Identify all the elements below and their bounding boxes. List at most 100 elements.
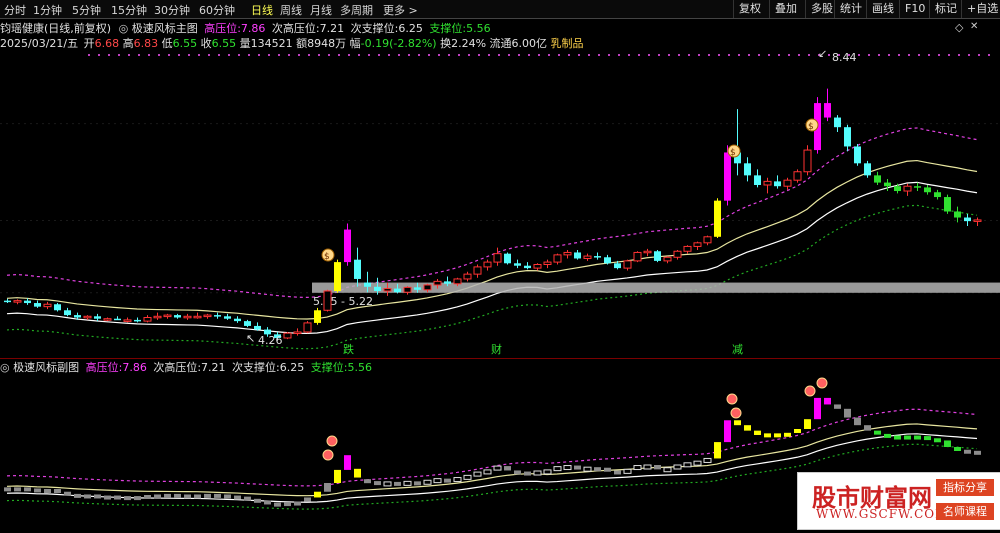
- candle[interactable]: [83, 315, 92, 320]
- candle[interactable]: [114, 316, 121, 321]
- candle[interactable]: [583, 253, 592, 261]
- candle[interactable]: [123, 317, 132, 323]
- candle[interactable]: [803, 145, 812, 176]
- main-chart-panel[interactable]: 5.05 - 5.22 8.44 ↙ 4.26 ↖ $ $ $ 跌 财 减 钧瑶健康(日线,前复权)…: [0, 19, 1000, 358]
- candle[interactable]: [264, 327, 271, 337]
- candle[interactable]: [903, 183, 912, 196]
- candle[interactable]: [533, 263, 542, 271]
- candle[interactable]: [54, 303, 61, 312]
- candle[interactable]: [594, 252, 601, 260]
- sub-indicator-name[interactable]: 极速风标副图: [13, 361, 80, 374]
- candle[interactable]: [844, 124, 851, 152]
- candle[interactable]: [623, 259, 632, 271]
- tab-15min[interactable]: 15分钟: [111, 4, 147, 17]
- candle[interactable]: [163, 313, 172, 319]
- candle[interactable]: [13, 299, 22, 305]
- candle[interactable]: [64, 307, 71, 317]
- candle[interactable]: [24, 298, 31, 305]
- add-favorite-button[interactable]: +自选: [961, 0, 1000, 18]
- candle[interactable]: [423, 283, 432, 293]
- sub-marker-icon[interactable]: ◎: [0, 361, 10, 374]
- candle[interactable]: [134, 317, 141, 323]
- candle[interactable]: [414, 282, 421, 293]
- tab-5min[interactable]: 5分钟: [72, 4, 101, 17]
- candle[interactable]: [394, 283, 401, 294]
- candlestick-chart[interactable]: 5.05 - 5.22 8.44 ↙ 4.26↖ $ $ $ 跌 财 减: [0, 19, 1000, 358]
- overlay-button[interactable]: 叠加: [769, 0, 802, 18]
- tab-multi-period[interactable]: 多周期: [340, 4, 373, 17]
- candle[interactable]: [364, 271, 371, 293]
- candle[interactable]: [744, 157, 751, 182]
- candle[interactable]: [274, 331, 281, 341]
- candle[interactable]: [763, 177, 772, 194]
- statistics-button[interactable]: 统计: [834, 0, 867, 18]
- candle[interactable]: [663, 256, 672, 264]
- adjust-button[interactable]: 复权: [733, 0, 766, 18]
- candle[interactable]: [314, 307, 321, 325]
- candle[interactable]: [574, 250, 581, 260]
- candle[interactable]: [614, 260, 621, 270]
- candle[interactable]: [94, 313, 101, 322]
- candle[interactable]: [224, 313, 231, 320]
- tab-daily[interactable]: 日线: [251, 4, 273, 17]
- candle[interactable]: [914, 182, 921, 192]
- candle[interactable]: [954, 206, 961, 223]
- candle[interactable]: [973, 217, 982, 226]
- candle[interactable]: [693, 241, 702, 251]
- sub-chart-panel[interactable]: ◎ 极速风标副图 高压位:7.86 次高压位:7.21 次支撑位:6.25 支撑…: [0, 358, 1000, 529]
- candle[interactable]: [344, 223, 351, 266]
- candle[interactable]: [203, 313, 212, 319]
- candle[interactable]: [714, 198, 721, 238]
- candle[interactable]: [504, 252, 511, 265]
- candle[interactable]: [643, 248, 652, 257]
- candle[interactable]: [34, 300, 41, 308]
- candle[interactable]: [244, 319, 251, 328]
- main-indicator-name[interactable]: 极速风标主图: [131, 22, 198, 35]
- candle[interactable]: [433, 278, 442, 289]
- candle[interactable]: [834, 115, 841, 132]
- candle[interactable]: [673, 250, 682, 260]
- tab-weekly[interactable]: 周线: [280, 4, 302, 17]
- candle[interactable]: [884, 178, 891, 192]
- candle[interactable]: [403, 286, 412, 295]
- candle[interactable]: [934, 189, 941, 200]
- candle[interactable]: [214, 312, 221, 319]
- candle[interactable]: [74, 312, 81, 320]
- candle[interactable]: [854, 144, 861, 166]
- candle[interactable]: [514, 259, 521, 269]
- candle[interactable]: [793, 169, 802, 183]
- multi-stock-button[interactable]: 多股: [805, 0, 838, 18]
- collapse-diamond-icon[interactable]: ◇: [955, 21, 964, 34]
- industry-label[interactable]: 乳制品: [550, 37, 584, 50]
- tab-60min[interactable]: 60分钟: [199, 4, 235, 17]
- candle[interactable]: [153, 312, 162, 320]
- candle[interactable]: [283, 331, 292, 340]
- tab-fenshi[interactable]: 分时: [4, 4, 26, 17]
- candle[interactable]: [444, 276, 451, 287]
- candle[interactable]: [543, 259, 552, 269]
- tab-more[interactable]: 更多 >: [383, 4, 418, 17]
- tab-30min[interactable]: 30分钟: [154, 4, 190, 17]
- candle[interactable]: [143, 315, 152, 323]
- mark-button[interactable]: 标记: [929, 0, 962, 18]
- candle[interactable]: [924, 185, 931, 195]
- candle[interactable]: [103, 317, 112, 322]
- candle[interactable]: [774, 175, 781, 189]
- candle[interactable]: [323, 289, 332, 312]
- candle[interactable]: [633, 251, 642, 263]
- candle[interactable]: [473, 264, 482, 278]
- candle[interactable]: [234, 316, 241, 323]
- candle[interactable]: [193, 312, 202, 319]
- f10-button[interactable]: F10: [899, 0, 930, 18]
- candle[interactable]: [354, 247, 361, 287]
- candle[interactable]: [183, 313, 192, 320]
- candle[interactable]: [463, 271, 472, 282]
- candle[interactable]: [783, 177, 792, 190]
- candle[interactable]: [964, 213, 971, 226]
- candle[interactable]: [254, 322, 261, 331]
- close-panel-icon[interactable]: ✕: [970, 21, 979, 32]
- candle[interactable]: [453, 277, 462, 287]
- candle[interactable]: [303, 321, 312, 334]
- candle[interactable]: [894, 183, 901, 194]
- indicator-marker-icon[interactable]: ◎: [118, 22, 129, 35]
